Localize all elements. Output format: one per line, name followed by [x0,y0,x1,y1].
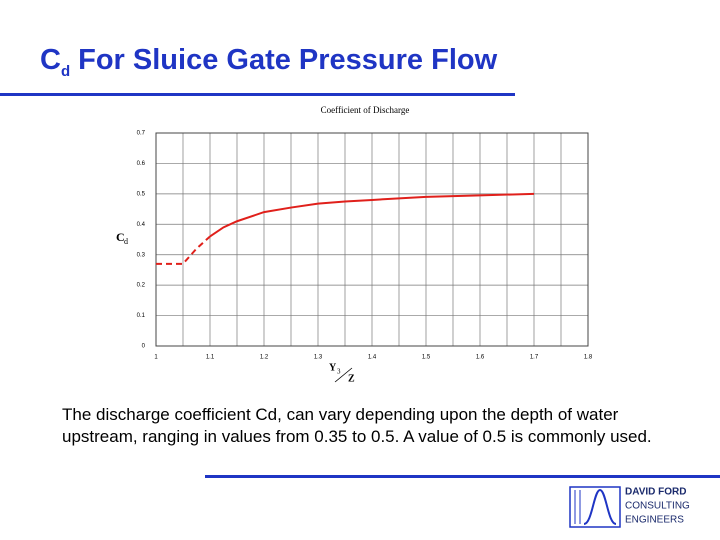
x-tick-label: 1.3 [314,355,323,361]
y-label-sub: d [124,237,128,246]
x-tick-label: 1.8 [584,355,593,361]
x-label-slash [334,367,353,383]
x-tick-label: 1.6 [476,355,485,361]
title-rule [0,93,515,96]
x-tick-label: 1.5 [422,355,431,361]
x-label-bottom: Z [348,373,355,384]
chart-title: Coefficient of Discharge [321,105,410,115]
x-tick-label: 1.1 [206,355,215,361]
title-sub: d [60,62,71,80]
paragraph: The discharge coefficient Cd, can vary d… [62,405,652,446]
y-tick-label: 0.7 [137,131,146,137]
x-tick-label: 1.7 [530,355,539,361]
logo-line: CONSULTING [625,501,690,512]
y-tick-label: 0 [142,344,146,350]
footer-rule [205,475,720,478]
logo-line: DAVID FORD [625,487,686,498]
title-main: C [40,44,61,76]
y-tick-label: 0.2 [137,283,146,289]
y-label: C [116,230,125,244]
x-tick-label: 1.4 [368,355,377,361]
slide-title: Cd For Sluice Gate Pressure Flow [40,44,497,80]
line [156,235,211,265]
line [209,192,535,238]
title-rest: For Sluice Gate Pressure Flow [78,44,498,76]
logo-icon [569,486,621,528]
y-tick-label: 0.1 [137,313,146,319]
x-label-sub: 3 [337,368,341,376]
x-tick-label: 1.2 [260,355,269,361]
y-tick-label: 0.4 [137,222,146,228]
plot-border [155,132,589,347]
y-tick-label: 0.6 [137,161,146,167]
logo-line: ENGINEERS [625,515,684,526]
y-tick-label: 0.5 [137,191,146,197]
y-tick-label: 0.3 [137,252,146,258]
x-label-top: Y [329,362,337,373]
x-tick-label: 1 [154,355,158,361]
